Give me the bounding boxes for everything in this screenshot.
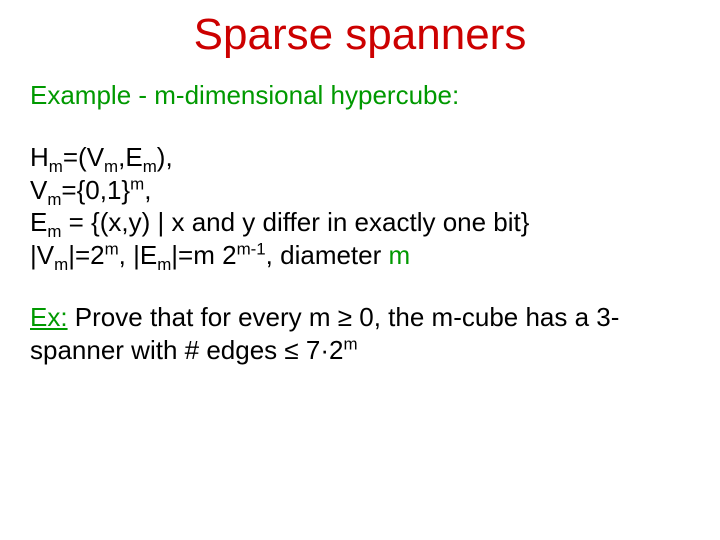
slide-title: Sparse spanners (30, 10, 690, 60)
math-definitions: Hm=(Vm,Em), Vm={0,1}m, Em = {(x,y) | x a… (30, 141, 690, 271)
example-heading: Example - m-dimensional hypercube: (30, 80, 690, 111)
line4: |Vm|=2m, |Em|=m 2m-1, diameter m (30, 240, 410, 270)
exercise-label: Ex: (30, 302, 68, 332)
exercise-block: Ex: Prove that for every m ≥ 0, the m-cu… (30, 301, 690, 366)
line2: Vm={0,1}m, (30, 175, 151, 205)
line1: Hm=(Vm,Em), (30, 142, 173, 172)
line3: Em = {(x,y) | x and y differ in exactly … (30, 207, 529, 237)
exercise-body: Prove that for every m ≥ 0, the m-cube h… (30, 302, 619, 365)
diameter-m: m (389, 240, 411, 270)
exercise-exp: m (343, 334, 357, 353)
